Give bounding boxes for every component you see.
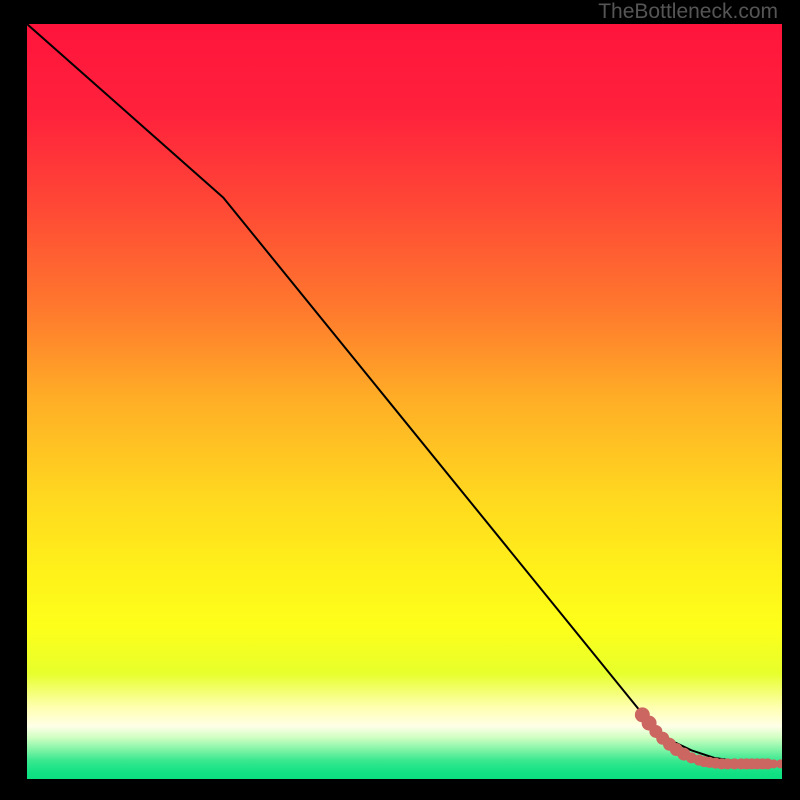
chart-svg	[0, 0, 800, 800]
chart-container: TheBottleneck.com	[0, 0, 800, 800]
plot-background	[27, 24, 782, 779]
attribution-text: TheBottleneck.com	[598, 0, 778, 24]
